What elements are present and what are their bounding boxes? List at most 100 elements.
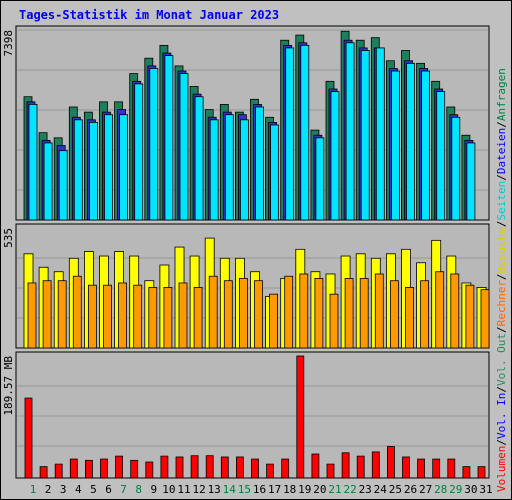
bar-rechner-day-2 [42,280,52,349]
day-label-1: 1 [30,483,37,496]
bar-seiten-day-8 [134,83,144,221]
day-label-26: 26 [404,483,417,496]
bar-rechner-day-15 [238,278,248,349]
bar-seiten-day-7 [119,114,128,221]
legend-part-1: / [495,439,508,446]
day-label-16: 16 [253,483,266,496]
legend-part-0: Volumen [495,446,508,492]
day-label-10: 10 [162,483,175,496]
ymax-visits: 535 [2,228,15,248]
day-label-15: 15 [238,483,251,496]
bar-volumen-day-14 [220,456,229,479]
day-label-6: 6 [105,483,112,496]
bar-volumen-day-10 [160,455,169,479]
day-label-3: 3 [60,483,67,496]
bar-rechner-day-27 [420,280,430,349]
bar-rechner-day-4 [72,275,82,349]
bar-seiten-day-16 [255,106,264,221]
bar-rechner-day-17 [269,293,279,349]
bar-seiten-day-29 [451,116,461,221]
bar-volumen-day-21 [326,463,335,479]
bar-rechner-day-11 [178,282,188,349]
bar-volumen-day-15 [235,456,244,479]
day-label-11: 11 [177,483,190,496]
day-label-7: 7 [120,483,127,496]
legend-part-5: / [495,326,508,333]
bar-seiten-day-21 [330,91,340,221]
bar-rechner-day-20 [314,278,324,349]
bar-volumen-day-30 [462,466,471,479]
bar-seiten-day-12 [194,96,204,221]
bar-volumen-day-6 [100,458,108,479]
legend-part-4: Vol. Out [495,333,508,386]
bar-seiten-day-17 [270,124,280,221]
bar-rechner-day-16 [254,280,263,349]
legend-part-3: / [495,386,508,393]
day-label-2: 2 [45,483,52,496]
day-label-27: 27 [419,483,432,496]
bar-volumen-day-4 [69,458,78,479]
bar-rechner-day-12 [193,287,203,349]
panel-volume [15,351,490,479]
bar-volumen-day-22 [341,452,350,479]
bar-rechner-day-22 [344,278,354,349]
legend-part-10: Seiten [495,181,508,221]
bar-rechner-day-10 [163,287,173,349]
day-label-22: 22 [343,483,356,496]
day-label-29: 29 [449,483,462,496]
bar-volumen-day-31 [477,466,486,479]
legend-part-6: Rechner [495,280,508,327]
bar-rechner-day-3 [57,280,67,349]
day-label-9: 9 [150,483,157,496]
day-label-28: 28 [434,483,447,496]
day-label-30: 30 [464,483,477,496]
bar-seiten-day-6 [104,114,113,221]
bar-seiten-day-22 [345,42,355,221]
bar-rechner-day-30 [465,284,475,349]
bar-volumen-day-3 [54,463,63,479]
bar-seiten-day-27 [421,70,431,221]
day-label-5: 5 [90,483,97,496]
day-label-12: 12 [192,483,205,496]
bar-rechner-day-28 [435,271,445,349]
bar-rechner-day-7 [118,282,127,349]
bar-volumen-day-9 [145,461,154,479]
legend-part-14: Anfragen [495,68,508,121]
bar-rechner-day-13 [208,275,218,349]
legend-part-12: Dateien [495,128,508,174]
day-label-13: 13 [208,483,221,496]
bar-seiten-day-9 [149,68,159,221]
bar-seiten-day-30 [466,142,476,221]
bar-seiten-day-28 [436,91,446,221]
bar-volumen-day-24 [371,451,380,479]
bar-volumen-day-13 [205,455,214,479]
bar-volumen-day-27 [417,458,426,479]
bar-seiten-day-20 [315,137,325,221]
bar-seiten-day-1 [28,104,38,221]
bar-rechner-day-31 [480,289,490,349]
legend-part-2: Vol. In [495,393,508,439]
day-label-8: 8 [135,483,142,496]
bar-rechner-day-23 [359,278,369,349]
ymax-requests: 7398 [2,30,15,57]
bar-volumen-day-18 [281,458,290,479]
bar-seiten-day-10 [164,55,174,221]
bar-volumen-day-1 [24,397,33,479]
bar-seiten-day-19 [300,44,310,221]
bar-rechner-day-9 [148,287,158,349]
bar-rechner-day-6 [103,284,112,349]
bar-rechner-day-29 [450,273,460,349]
bar-seiten-day-5 [89,122,98,221]
bar-seiten-day-23 [360,50,370,221]
legend-part-7: / [495,273,508,280]
right-legend: Volumen/Vol. In/Vol. Out/Rechner/Besuche… [495,68,508,492]
legend-part-8: Besuche [495,227,508,273]
day-label-24: 24 [374,483,388,496]
bar-volumen-day-28 [432,458,441,479]
bar-volumen-day-23 [356,455,365,479]
bar-volumen-day-5 [85,459,93,479]
bar-seiten-day-2 [43,142,53,221]
day-label-21: 21 [328,483,341,496]
